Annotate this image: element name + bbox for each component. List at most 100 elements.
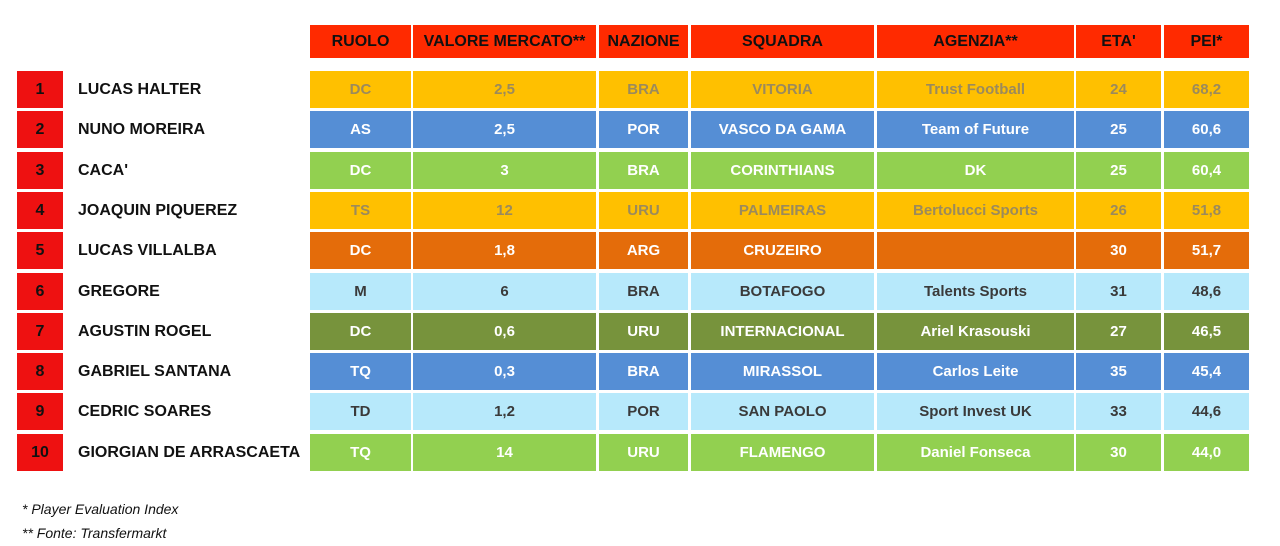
cell-nazione: URU: [599, 192, 688, 229]
footnote-pei: * Player Evaluation Index: [22, 501, 179, 517]
cell-nazione: URU: [599, 434, 688, 471]
cell-nazione: BRA: [599, 71, 688, 108]
cell-valore-mercato: 12: [413, 192, 596, 229]
cell-pei: 44,0: [1164, 434, 1249, 471]
player-name: AGUSTIN ROGEL: [78, 322, 212, 340]
rank-badge: 9: [17, 393, 63, 430]
cell-pei: 51,8: [1164, 192, 1249, 229]
cell-valore-mercato: 3: [413, 152, 596, 189]
cell-squadra: VASCO DA GAMA: [691, 111, 874, 148]
player-name: GABRIEL SANTANA: [78, 362, 232, 380]
cell-agenzia: Bertolucci Sports: [877, 192, 1074, 229]
cell-valore-mercato: 1,2: [413, 393, 596, 430]
cell-ruolo: TS: [310, 192, 411, 229]
cell-ruolo: TD: [310, 393, 411, 430]
cell-pei: 68,2: [1164, 71, 1249, 108]
cell-eta: 30: [1076, 232, 1161, 269]
cell-valore-mercato: 1,8: [413, 232, 596, 269]
rank-badge: 10: [17, 434, 63, 471]
cell-ruolo: DC: [310, 232, 411, 269]
cell-agenzia: [877, 232, 1074, 269]
rank-badge: 6: [17, 273, 63, 310]
cell-eta: 27: [1076, 313, 1161, 350]
cell-valore-mercato: 14: [413, 434, 596, 471]
cell-eta: 30: [1076, 434, 1161, 471]
cell-nazione: BRA: [599, 273, 688, 310]
cell-squadra: CRUZEIRO: [691, 232, 874, 269]
cell-eta: 25: [1076, 152, 1161, 189]
cell-squadra: CORINTHIANS: [691, 152, 874, 189]
rank-badge: 2: [17, 111, 63, 148]
rank-badge: 1: [17, 71, 63, 108]
cell-agenzia: Talents Sports: [877, 273, 1074, 310]
cell-agenzia: Ariel Krasouski: [877, 313, 1074, 350]
header-agenzia: AGENZIA**: [877, 25, 1074, 58]
cell-valore-mercato: 2,5: [413, 111, 596, 148]
cell-nazione: URU: [599, 313, 688, 350]
cell-eta: 25: [1076, 111, 1161, 148]
cell-pei: 60,4: [1164, 152, 1249, 189]
rank-badge: 4: [17, 192, 63, 229]
cell-agenzia: Trust Football: [877, 71, 1074, 108]
player-name: GIORGIAN DE ARRASCAETA: [78, 443, 301, 461]
cell-squadra: PALMEIRAS: [691, 192, 874, 229]
cell-eta: 26: [1076, 192, 1161, 229]
cell-agenzia: Daniel Fonseca: [877, 434, 1074, 471]
cell-pei: 48,6: [1164, 273, 1249, 310]
player-name: CACA': [78, 161, 129, 179]
header-nazione: NAZIONE: [599, 25, 688, 58]
rank-badge: 3: [17, 152, 63, 189]
header-eta: ETA': [1076, 25, 1161, 58]
cell-squadra: SAN PAOLO: [691, 393, 874, 430]
cell-agenzia: DK: [877, 152, 1074, 189]
rank-badge: 5: [17, 232, 63, 269]
footnote-source: ** Fonte: Transfermarkt: [22, 525, 167, 541]
cell-valore-mercato: 0,6: [413, 313, 596, 350]
cell-nazione: BRA: [599, 152, 688, 189]
cell-ruolo: DC: [310, 152, 411, 189]
cell-ruolo: DC: [310, 71, 411, 108]
cell-nazione: POR: [599, 393, 688, 430]
cell-ruolo: M: [310, 273, 411, 310]
cell-eta: 33: [1076, 393, 1161, 430]
player-name: NUNO MOREIRA: [78, 120, 206, 138]
cell-agenzia: Team of Future: [877, 111, 1074, 148]
cell-agenzia: Carlos Leite: [877, 353, 1074, 390]
cell-pei: 44,6: [1164, 393, 1249, 430]
rank-badge: 8: [17, 353, 63, 390]
cell-ruolo: TQ: [310, 434, 411, 471]
header-ruolo: RUOLO: [310, 25, 411, 58]
cell-pei: 51,7: [1164, 232, 1249, 269]
cell-pei: 45,4: [1164, 353, 1249, 390]
cell-squadra: VITORIA: [691, 71, 874, 108]
cell-squadra: MIRASSOL: [691, 353, 874, 390]
header-squadra: SQUADRA: [691, 25, 874, 58]
player-name: CEDRIC SOARES: [78, 402, 212, 420]
cell-pei: 46,5: [1164, 313, 1249, 350]
cell-eta: 35: [1076, 353, 1161, 390]
cell-squadra: FLAMENGO: [691, 434, 874, 471]
cell-ruolo: DC: [310, 313, 411, 350]
cell-agenzia: Sport Invest UK: [877, 393, 1074, 430]
header-valore-mercato: VALORE MERCATO**: [413, 25, 596, 58]
cell-nazione: BRA: [599, 353, 688, 390]
cell-eta: 31: [1076, 273, 1161, 310]
rank-badge: 7: [17, 313, 63, 350]
cell-valore-mercato: 0,3: [413, 353, 596, 390]
cell-squadra: BOTAFOGO: [691, 273, 874, 310]
cell-nazione: ARG: [599, 232, 688, 269]
cell-ruolo: AS: [310, 111, 411, 148]
cell-valore-mercato: 2,5: [413, 71, 596, 108]
cell-pei: 60,6: [1164, 111, 1249, 148]
player-name: LUCAS VILLALBA: [78, 241, 217, 259]
cell-valore-mercato: 6: [413, 273, 596, 310]
player-name: JOAQUIN PIQUEREZ: [78, 201, 238, 219]
player-name: LUCAS HALTER: [78, 80, 202, 98]
header-pei: PEI*: [1164, 25, 1249, 58]
cell-eta: 24: [1076, 71, 1161, 108]
cell-squadra: INTERNACIONAL: [691, 313, 874, 350]
cell-nazione: POR: [599, 111, 688, 148]
cell-ruolo: TQ: [310, 353, 411, 390]
player-name: GREGORE: [78, 282, 160, 300]
